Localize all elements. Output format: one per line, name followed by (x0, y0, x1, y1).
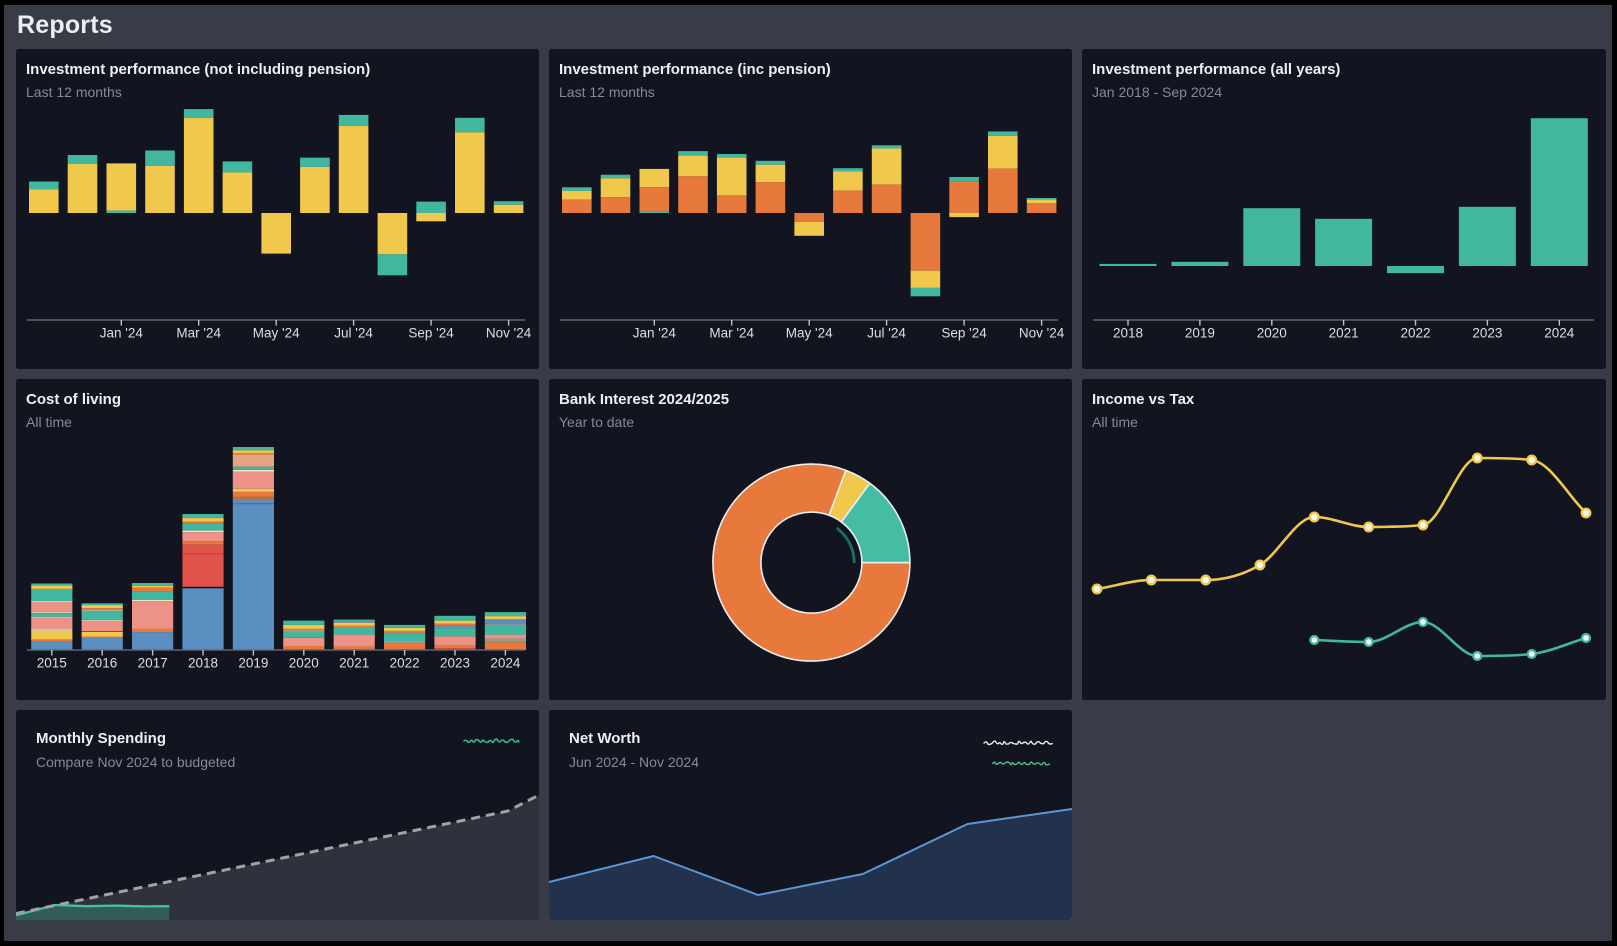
svg-text:2023: 2023 (1472, 326, 1502, 341)
svg-text:2019: 2019 (1185, 326, 1215, 341)
svg-text:May '24: May '24 (786, 326, 833, 341)
svg-text:2021: 2021 (1329, 326, 1359, 341)
svg-text:2018: 2018 (1113, 326, 1143, 341)
svg-text:2024: 2024 (490, 656, 521, 671)
svg-text:Nov '24: Nov '24 (1019, 326, 1065, 341)
svg-text:Nov '24: Nov '24 (486, 326, 532, 341)
svg-text:2018: 2018 (188, 656, 218, 671)
svg-text:2022: 2022 (390, 656, 420, 671)
svg-text:Sep '24: Sep '24 (408, 326, 454, 341)
svg-text:2019: 2019 (238, 656, 268, 671)
svg-text:Mar '24: Mar '24 (709, 326, 754, 341)
svg-text:Mar '24: Mar '24 (176, 326, 221, 341)
svg-text:2017: 2017 (138, 656, 168, 671)
svg-text:2015: 2015 (37, 656, 67, 671)
svg-text:2023: 2023 (440, 656, 470, 671)
svg-text:2021: 2021 (339, 656, 369, 671)
svg-text:Sep '24: Sep '24 (941, 326, 987, 341)
svg-text:Jul '24: Jul '24 (334, 326, 373, 341)
svg-text:Jan '24: Jan '24 (633, 326, 677, 341)
svg-text:2020: 2020 (1257, 326, 1287, 341)
svg-text:May '24: May '24 (253, 326, 300, 341)
svg-text:2024: 2024 (1544, 326, 1575, 341)
svg-text:2020: 2020 (289, 656, 319, 671)
svg-text:Jan '24: Jan '24 (100, 326, 144, 341)
svg-text:2016: 2016 (87, 656, 117, 671)
svg-text:2022: 2022 (1400, 326, 1430, 341)
svg-text:Jul '24: Jul '24 (867, 326, 906, 341)
